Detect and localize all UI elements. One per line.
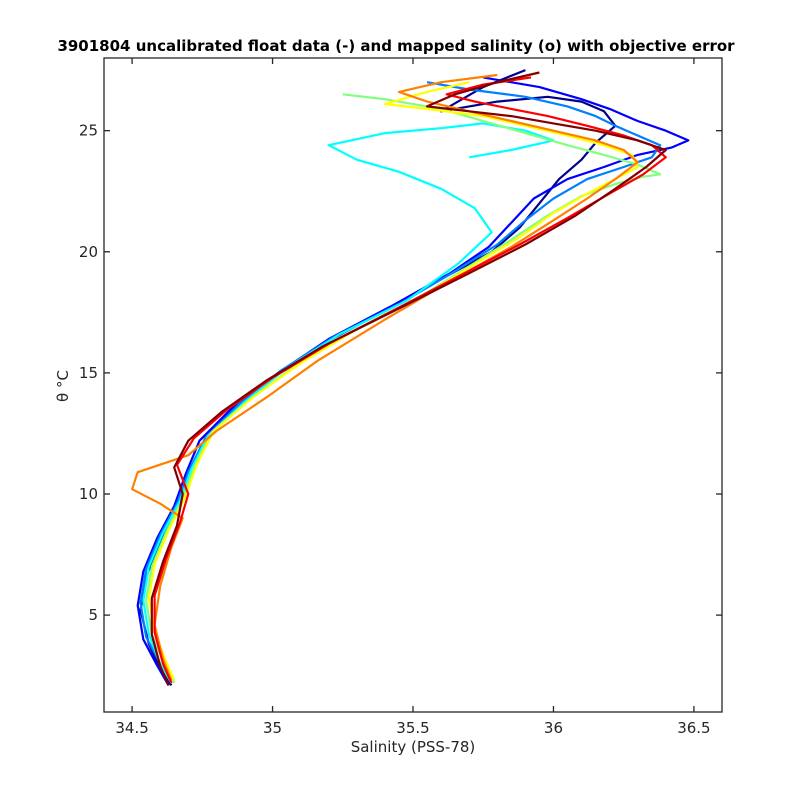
x-tick-label-5: 36.5 — [677, 719, 710, 737]
x-axis: 34.5 35 35.5 36 36.5 — [115, 58, 711, 737]
plot-area — [103, 57, 723, 713]
series-line-9 — [150, 71, 667, 686]
y-axis: 5 10 15 20 25 — [79, 122, 722, 624]
series-layer — [131, 69, 690, 687]
series-line-4 — [142, 122, 555, 684]
x-tick-label-1: 34.5 — [115, 719, 148, 737]
x-tick-label-2: 35 — [263, 719, 282, 737]
series-line-3 — [139, 81, 662, 684]
series-line-2 — [136, 76, 690, 686]
y-axis-label: θ °C — [54, 370, 72, 402]
series-line-1 — [139, 69, 617, 687]
plot-frame — [104, 58, 722, 712]
series-line-8 — [153, 76, 667, 684]
chart-title: 3901804 uncalibrated float data (-) and … — [57, 37, 735, 55]
y-tick-label-5: 25 — [79, 122, 98, 140]
x-tick-label-4: 36 — [544, 719, 563, 737]
y-tick-label-4: 20 — [79, 243, 98, 261]
y-tick-label-1: 5 — [88, 606, 98, 624]
series-line-5 — [145, 93, 662, 684]
x-axis-label: Salinity (PSS-78) — [351, 738, 476, 756]
y-tick-label-2: 10 — [79, 485, 98, 503]
y-tick-label-3: 15 — [79, 364, 98, 382]
series-line-6 — [147, 81, 639, 681]
x-tick-label-3: 35.5 — [396, 719, 429, 737]
